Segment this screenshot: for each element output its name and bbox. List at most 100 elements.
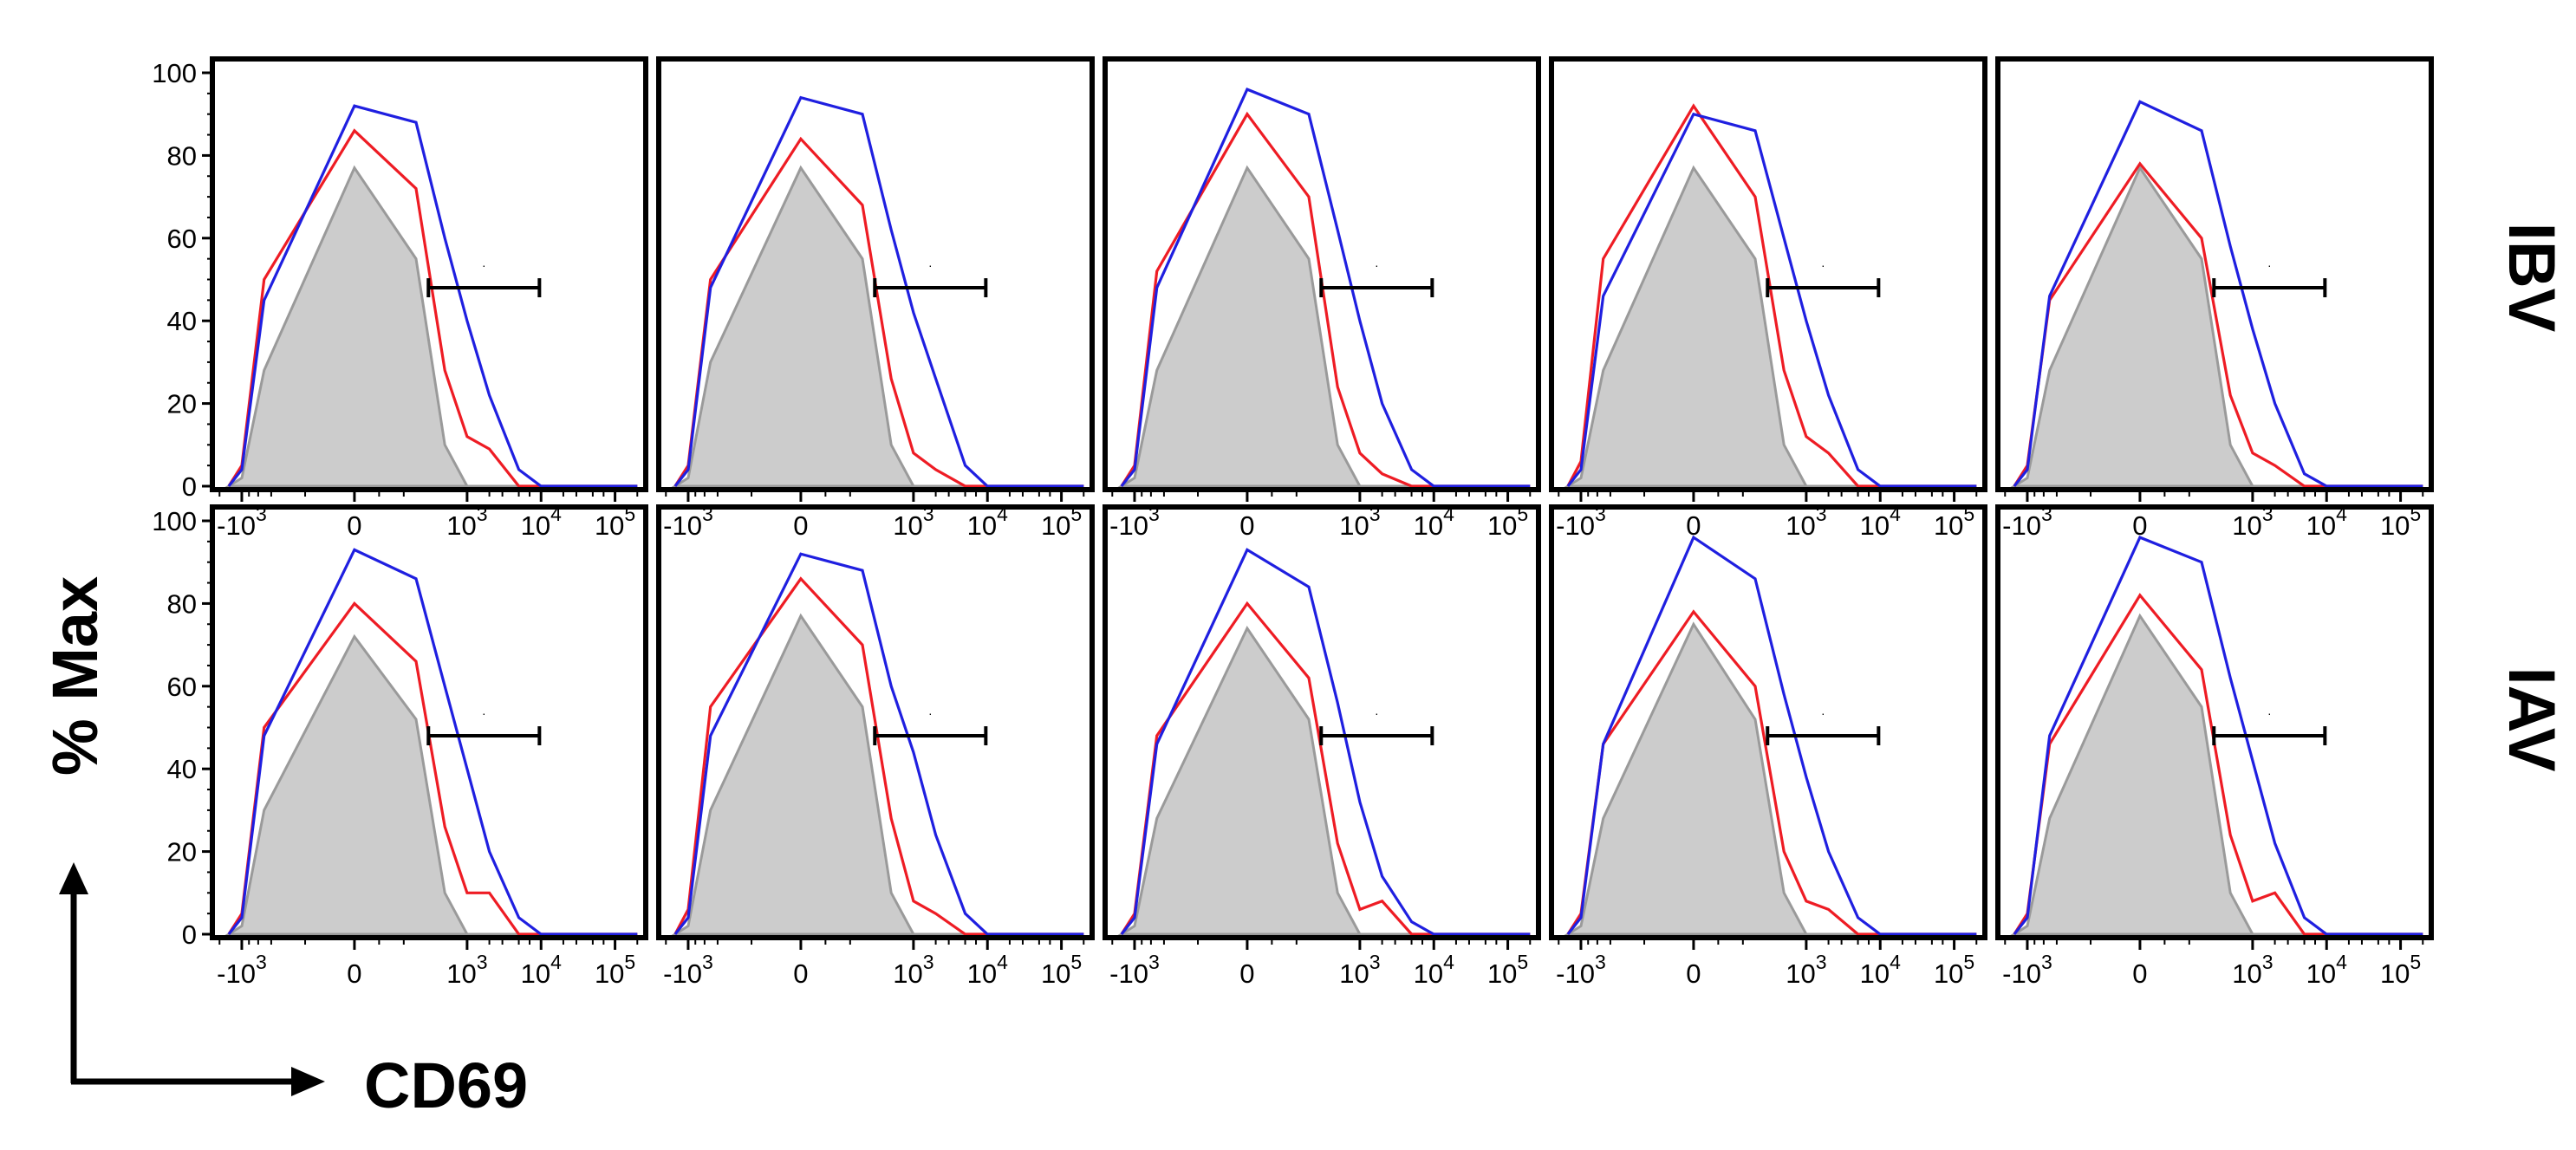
x-tick-label: 105 [1487, 951, 1528, 989]
x-tick-label: 103 [1339, 503, 1380, 541]
x-tick-label: 103 [2232, 503, 2273, 541]
series-control-histogram [670, 165, 1084, 488]
series-control-histogram [1116, 165, 1531, 488]
y-tick-label: 40 [167, 754, 197, 784]
y-tick-label: 80 [167, 588, 197, 619]
panel-frame [656, 56, 1095, 492]
x-tick-label: -103 [217, 951, 267, 989]
y-tick-label: 20 [167, 389, 197, 419]
x-tick-label: 0 [347, 958, 361, 989]
x-tick-label: 0 [347, 510, 361, 541]
panel-frame [656, 504, 1095, 940]
y-axis-title: % Max [39, 576, 111, 776]
row-label-iav: IAV [2495, 666, 2568, 771]
x-tick-label: -103 [663, 503, 713, 541]
x-tick-label: 105 [1934, 503, 1974, 541]
x-axis-title: CD69 [364, 1049, 528, 1121]
x-tick-label: 0 [1686, 958, 1701, 989]
x-tick-label: 103 [446, 951, 487, 989]
series-blue-histogram [1566, 112, 1977, 488]
series-blue-histogram [227, 104, 638, 488]
series-blue-histogram [1120, 88, 1531, 488]
series-blue-histogram [673, 95, 1084, 488]
x-tick-label: 105 [1041, 951, 1082, 989]
plot-area: . [224, 104, 638, 488]
panel-frame [210, 56, 648, 492]
series-control-histogram [670, 613, 1084, 936]
gate-label: . [1821, 704, 1825, 718]
panel-frame [1549, 504, 1987, 940]
y-tick-label: 20 [167, 837, 197, 867]
x-tick-label: 105 [2380, 951, 2421, 989]
panel-iav-5: . -103 0 103 104 105 [1995, 504, 2434, 989]
panel-frame [210, 504, 648, 940]
y-arrow-head [59, 862, 88, 894]
x-tick-label: -103 [1109, 503, 1160, 541]
panel-iav-3: . -103 0 103 104 105 [1103, 504, 1541, 989]
x-tick-label: -103 [1556, 951, 1606, 989]
gate-label: . [2267, 256, 2271, 270]
panel-iav-4: . -103 0 103 104 105 [1549, 504, 1987, 989]
x-tick-label: 103 [2232, 951, 2273, 989]
axis-arrows [59, 862, 325, 1096]
gate-label: . [1375, 256, 1378, 270]
panels-layer: . 0 20 40 60 80 100 -103 0 103 104 105. -103 0 103 104 1… [152, 56, 2434, 989]
x-tick-label: 105 [2380, 503, 2421, 541]
panel-frame [1995, 504, 2434, 940]
x-tick-label: 104 [2306, 951, 2347, 989]
x-tick-label: 103 [1339, 951, 1380, 989]
series-blue-histogram [227, 548, 638, 936]
panel-ibv-3: .-103 0 103 104 105 [1103, 56, 1541, 541]
panel-iav-1: . 0 20 40 60 80 100 -103 0 103 104 105 [152, 504, 648, 989]
gate-label: . [482, 704, 485, 718]
plot-area: . [2009, 536, 2423, 936]
panel-frame [1549, 56, 1987, 492]
plot-area: . [670, 552, 1084, 936]
x-tick-label: 103 [446, 503, 487, 541]
y-tick-label: 40 [167, 306, 197, 336]
plot-area: . [1563, 103, 1977, 488]
x-tick-label: 104 [1414, 951, 1454, 989]
x-tick-label: -103 [217, 503, 267, 541]
x-tick-label: -103 [2002, 503, 2052, 541]
x-tick-label: -103 [1109, 951, 1160, 989]
y-tick-label: 0 [182, 471, 197, 502]
gate-label: . [2267, 704, 2271, 718]
y-tick-label: 60 [167, 672, 197, 702]
series-blue-histogram [2013, 100, 2423, 488]
plot-area: . [1116, 548, 1531, 936]
plot-area: . [1563, 535, 1977, 936]
x-tick-label: 105 [1934, 951, 1974, 989]
plot-area: . [1116, 88, 1531, 488]
panel-frame [1103, 504, 1541, 940]
plot-area: . [2009, 100, 2423, 488]
x-tick-label: 105 [595, 951, 635, 989]
x-tick-label: 103 [893, 951, 933, 989]
series-blue-histogram [673, 552, 1084, 936]
gate-label: . [1375, 704, 1378, 718]
y-tick-label: 100 [152, 506, 197, 536]
x-arrow-head [291, 1067, 325, 1096]
y-tick-label: 60 [167, 224, 197, 254]
x-tick-label: -103 [663, 951, 713, 989]
x-tick-label: 0 [1239, 958, 1254, 989]
x-tick-label: 104 [521, 951, 562, 989]
plot-area: . [670, 95, 1084, 488]
panel-frame [1103, 56, 1541, 492]
x-tick-label: 0 [793, 958, 808, 989]
y-tick-label: 0 [182, 919, 197, 950]
gate-label: . [928, 256, 932, 270]
series-blue-histogram [2013, 536, 2423, 936]
panel-ibv-2: .-103 0 103 104 105 [656, 56, 1095, 541]
series-control-histogram [224, 165, 638, 488]
x-tick-label: 104 [1860, 951, 1901, 989]
x-tick-label: 0 [1686, 510, 1701, 541]
x-tick-label: 103 [1786, 951, 1826, 989]
series-blue-histogram [1120, 548, 1531, 936]
y-tick-label: 80 [167, 140, 197, 171]
gate-label: . [482, 256, 485, 270]
y-tick-label: 100 [152, 58, 197, 88]
series-blue-histogram [1566, 535, 1977, 936]
row-label-ibv: IBV [2495, 223, 2568, 333]
